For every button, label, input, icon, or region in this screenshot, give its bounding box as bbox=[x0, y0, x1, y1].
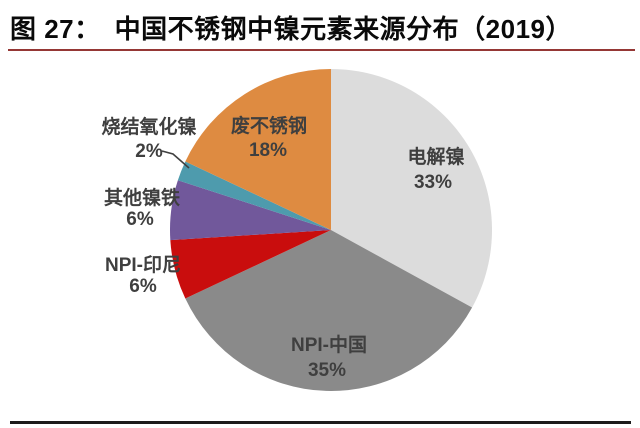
label-scrap-stainless-steel: 废不锈钢 18% bbox=[231, 114, 307, 161]
leader-line-sintered-nickel-oxide bbox=[161, 150, 190, 169]
label-npi-indonesia: NPI-印尼 6% bbox=[105, 254, 181, 297]
slice-name-other-ferronickel: 其他镍铁 bbox=[104, 186, 180, 209]
pie-slice-scrap-stainless-steel bbox=[185, 69, 331, 230]
slice-pct-npi-indonesia: 6% bbox=[129, 276, 157, 297]
label-other-ferronickel: 其他镍铁 6% bbox=[104, 186, 180, 230]
pie-slice-sintered-nickel-oxide bbox=[177, 161, 331, 230]
slice-name-scrap-stainless-steel: 废不锈钢 bbox=[231, 114, 307, 137]
label-npi-china: NPI-中国 35% bbox=[291, 333, 367, 381]
page-title: 图 27： 中国不锈钢中镍元素来源分布（2019） bbox=[10, 9, 630, 46]
slice-pct-other-ferronickel: 6% bbox=[126, 209, 154, 230]
pie-slice-electrolytic-nickel bbox=[331, 69, 493, 308]
label-sintered-nickel-oxide: 烧结氧化镍 2% bbox=[101, 115, 196, 162]
slice-pct-sintered-nickel-oxide: 2% bbox=[135, 141, 163, 162]
bottom-border-rule bbox=[10, 421, 631, 424]
pie-slices bbox=[170, 69, 493, 392]
slice-name-npi-china: NPI-中国 bbox=[291, 333, 367, 356]
figure-title-text: 中国不锈钢中镍元素来源分布（2019） bbox=[114, 14, 572, 44]
slice-name-sintered-nickel-oxide: 烧结氧化镍 bbox=[101, 115, 196, 138]
slice-pct-npi-china: 35% bbox=[308, 360, 346, 381]
pie-slice-other-ferronickel bbox=[170, 180, 331, 241]
title-divider-rule bbox=[8, 49, 635, 51]
slice-name-electrolytic-nickel: 电解镍 bbox=[407, 145, 464, 168]
pie-slice-npi-china bbox=[185, 230, 473, 392]
slice-name-npi-indonesia: NPI-印尼 bbox=[105, 254, 181, 276]
slice-pct-electrolytic-nickel: 33% bbox=[414, 172, 452, 193]
figure-number-label: 图 27： bbox=[10, 14, 101, 44]
pie-slice-npi-indonesia bbox=[170, 230, 331, 299]
pie-labels: 电解镍 33% NPI-中国 35% NPI-印尼 6% 其他镍铁 6% 烧结氧… bbox=[101, 114, 464, 381]
label-electrolytic-nickel: 电解镍 33% bbox=[407, 145, 464, 193]
slice-pct-scrap-stainless-steel: 18% bbox=[249, 140, 287, 161]
